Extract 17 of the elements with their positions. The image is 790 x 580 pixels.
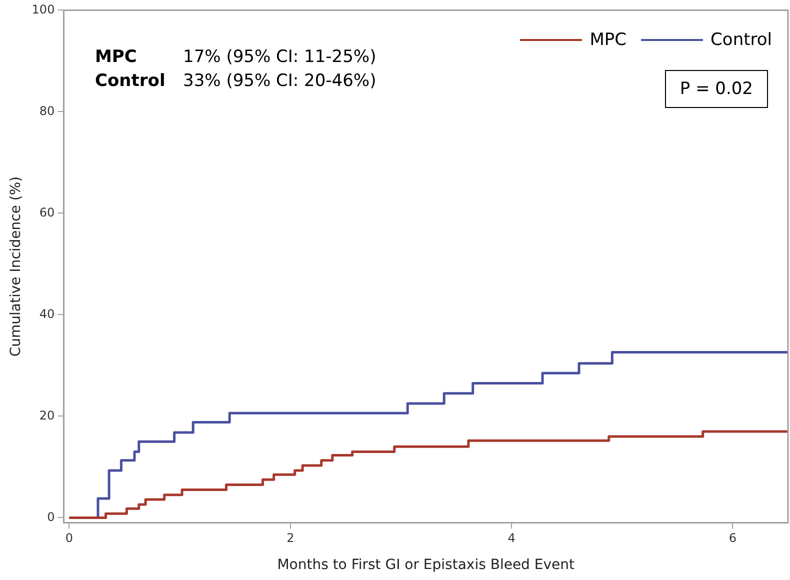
y-axis-title: Cumulative Incidence (%) xyxy=(8,176,24,357)
y-tick-label: 80 xyxy=(39,104,55,118)
annotation: Control 33% (95% CI: 20-46%) xyxy=(95,70,376,93)
x-tick-label: 6 xyxy=(728,531,737,546)
y-tick-label: 100 xyxy=(32,2,55,16)
x-tick-label: 4 xyxy=(508,531,516,546)
y-tick-label: 40 xyxy=(39,306,55,321)
legend-label: Control xyxy=(710,30,772,50)
legend-label: MPC xyxy=(590,30,627,50)
y-tick-label: 20 xyxy=(39,408,55,422)
x-tick-label: 0 xyxy=(65,531,74,546)
x-tick-label: 2 xyxy=(286,531,294,546)
y-tick-label: 0 xyxy=(47,510,55,524)
annotation: P = 0.02 xyxy=(664,70,768,108)
x-axis-title: Months to First GI or Epistaxis Bleed Event xyxy=(277,557,576,574)
y-tick-label: 60 xyxy=(39,205,55,220)
text: MPC 17% (95% CI: 11-25%) xyxy=(95,47,376,67)
